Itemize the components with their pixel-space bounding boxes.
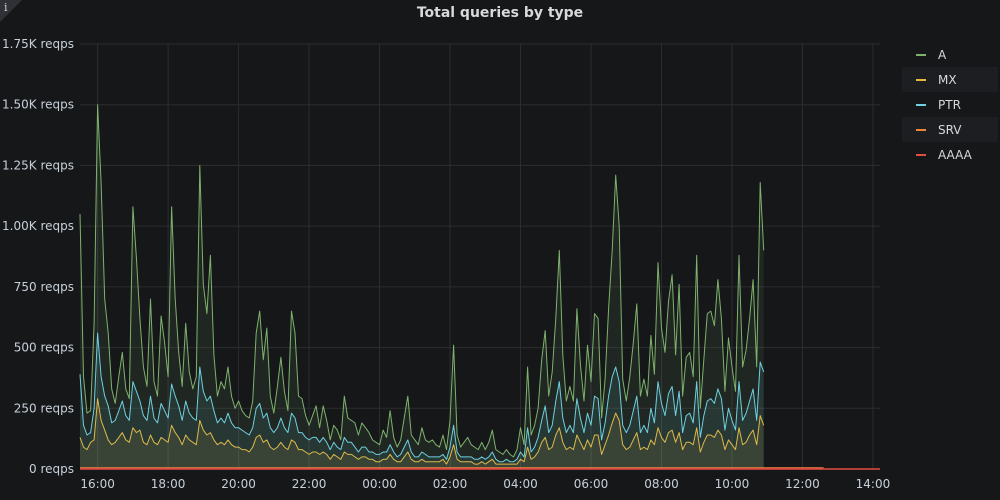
x-tick-label: 10:00 [715, 477, 750, 491]
legend-swatch [916, 53, 926, 56]
legend-item-mx[interactable]: MX [902, 67, 998, 92]
legend: A MX PTR SRV AAAA [902, 42, 998, 167]
y-tick-label: 250 reqps [14, 401, 74, 415]
y-tick-label: 500 reqps [14, 341, 74, 355]
legend-swatch [916, 153, 926, 156]
y-tick-label: 1.75K reqps [2, 37, 74, 51]
x-tick-label: 22:00 [292, 477, 327, 491]
series-area-a [80, 104, 764, 469]
legend-label: A [938, 47, 947, 62]
x-tick-label: 14:00 [856, 477, 891, 491]
legend-label: SRV [938, 122, 962, 137]
legend-label: PTR [938, 97, 961, 112]
legend-swatch [916, 103, 926, 106]
info-corner[interactable] [0, 0, 22, 22]
panel-title[interactable]: Total queries by type [416, 5, 584, 21]
legend-item-a[interactable]: A [902, 42, 998, 67]
legend-item-ptr[interactable]: PTR [902, 92, 998, 117]
x-tick-label: 12:00 [785, 477, 820, 491]
x-tick-label: 02:00 [433, 477, 468, 491]
x-tick-label: 18:00 [151, 477, 186, 491]
x-tick-label: 20:00 [221, 477, 256, 491]
y-tick-label: 0 reqps [29, 462, 74, 476]
x-tick-label: 16:00 [80, 477, 115, 491]
y-tick-label: 750 reqps [14, 280, 74, 294]
y-tick-label: 1.50K reqps [2, 98, 74, 112]
y-tick-label: 1.25K reqps [2, 158, 74, 172]
y-tick-label: 1.00K reqps [2, 219, 74, 233]
legend-item-aaaa[interactable]: AAAA [902, 142, 998, 167]
series-area-mx [80, 398, 764, 469]
legend-label: AAAA [938, 147, 972, 162]
x-tick-label: 08:00 [644, 477, 679, 491]
series-line-a [79, 104, 765, 458]
legend-label: MX [938, 72, 957, 87]
series-line-ptr [79, 332, 765, 463]
legend-swatch [916, 128, 926, 131]
series-area-ptr [80, 333, 764, 469]
legend-item-srv[interactable]: SRV [902, 117, 998, 142]
x-tick-label: 04:00 [503, 477, 538, 491]
x-tick-label: 00:00 [362, 477, 397, 491]
x-tick-label: 06:00 [574, 477, 609, 491]
legend-swatch [916, 78, 926, 81]
series-line-mx [79, 398, 765, 465]
info-icon[interactable]: i [4, 1, 8, 14]
